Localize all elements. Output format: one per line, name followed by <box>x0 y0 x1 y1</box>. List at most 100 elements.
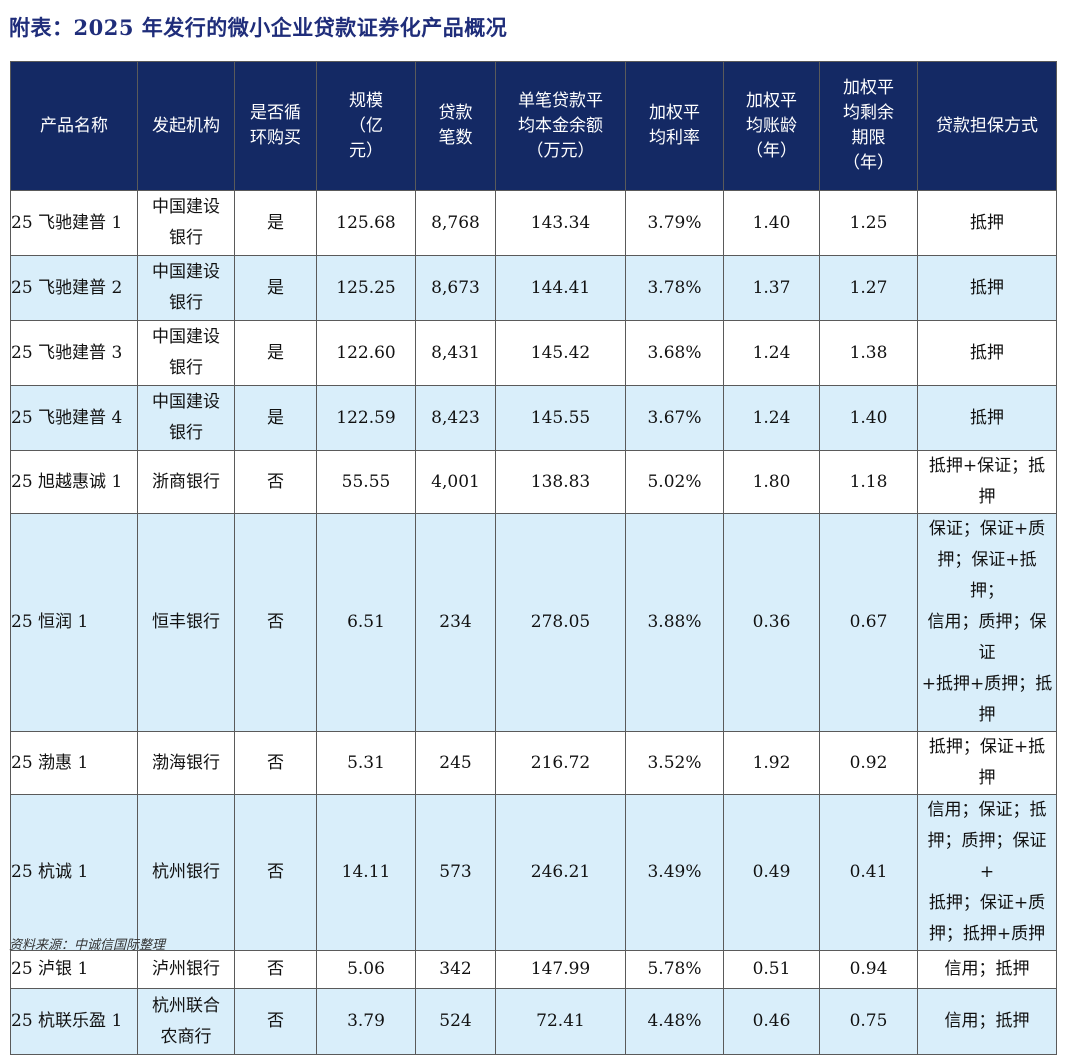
cell-loan-count: 8,423 <box>415 385 496 451</box>
cell-text: 3.79% <box>647 212 702 233</box>
cell-text: 杭州联合 农商行 <box>152 995 220 1047</box>
cell-text: 234 <box>439 612 472 632</box>
cell-avg-balance: 147.99 <box>495 950 626 989</box>
table-row: 25 飞驰建普 3 中国建设 银行 是 122.60 8,431 145.42 3.68% 1… <box>10 320 1057 386</box>
cell-wa-age: 1.37 <box>723 255 820 321</box>
cell-originator: 浙商银行 <box>137 450 235 514</box>
cell-wa-remaining: 1.40 <box>819 385 918 451</box>
cell-text: 8,431 <box>431 342 480 363</box>
cell-text: 3.79 <box>347 1011 385 1031</box>
cell-scale: 125.25 <box>316 255 416 321</box>
cell-text: 保证；保证+质 押；保证+抵押； 信用；质押；保证 +抵押+质押；抵 押 <box>921 519 1053 725</box>
cell-text: 是 <box>267 407 284 428</box>
cell-loan-count: 573 <box>415 794 496 951</box>
cell-avg-balance: 145.55 <box>495 385 626 451</box>
cell-guarantee: 抵押+保证；抵押 <box>917 450 1057 514</box>
cell-text: 25 杭诚 1 <box>11 862 89 882</box>
cell-text: 55.55 <box>341 471 391 492</box>
cell-product-name: 25 杭联乐盈 1 <box>10 988 138 1055</box>
cell-text: 25 旭越惠诚 1 <box>11 471 123 492</box>
cell-wa-rate: 3.49% <box>625 794 724 951</box>
cell-text: 0.67 <box>849 612 888 632</box>
source-note: 资料来源：中诚信国际整理 <box>9 938 166 953</box>
cell-text: 246.21 <box>530 862 591 882</box>
cell-originator: 中国建设 银行 <box>137 320 235 386</box>
cell-wa-age: 0.51 <box>723 950 820 989</box>
cell-product-name: 25 飞驰建普 4 <box>10 385 138 451</box>
table-row: 25 恒润 1 恒丰银行 否 6.51 234 278.05 3.88% 0.36 0.67 保证… <box>10 513 1057 732</box>
cell-scale: 122.59 <box>316 385 416 451</box>
table-row: 25 杭诚 1 杭州银行 否 14.11 573 246.21 3.49% 0.49 0.41 信… <box>10 794 1057 951</box>
cell-wa-remaining: 1.18 <box>819 450 918 514</box>
cell-product-name: 25 飞驰建普 3 <box>10 320 138 386</box>
product-table: 产品名称 发起机构 是否循 环购买 规模 （亿 元） 贷款 笔数 单笔贷款平 均… <box>10 61 1057 1055</box>
cell-revolving: 是 <box>234 385 317 451</box>
cell-revolving: 否 <box>234 450 317 514</box>
table-row: 25 飞驰建普 2 中国建设 银行 是 125.25 8,673 144.41 3.78% 1… <box>10 255 1057 321</box>
cell-text: 8,673 <box>431 277 480 298</box>
cell-text: 245 <box>439 752 472 773</box>
cell-guarantee: 信用；抵押 <box>917 950 1057 989</box>
cell-wa-remaining: 0.41 <box>819 794 918 951</box>
cell-loan-count: 8,431 <box>415 320 496 386</box>
cell-scale: 55.55 <box>316 450 416 514</box>
table-row: 25 杭联乐盈 1 杭州联合 农商行 否 3.79 524 72.41 4.48% 0.46 0… <box>10 988 1057 1055</box>
cell-guarantee: 信用；保证；抵 押；质押；保证+ 抵押；保证+质 押；抵押+质押 <box>917 794 1057 951</box>
cell-avg-balance: 138.83 <box>495 450 626 514</box>
cell-revolving: 是 <box>234 320 317 386</box>
cell-text: 抵押；保证+抵押 <box>928 737 1046 788</box>
cell-text: 125.25 <box>336 277 396 298</box>
cell-guarantee: 抵押 <box>917 320 1057 386</box>
cell-text: 1.40 <box>849 407 888 428</box>
cell-text: 573 <box>439 862 472 882</box>
header-wa-age: 加权平 均账龄 （年） <box>723 61 820 191</box>
cell-avg-balance: 143.34 <box>495 190 626 256</box>
cell-wa-remaining: 0.94 <box>819 950 918 989</box>
cell-avg-balance: 216.72 <box>495 731 626 795</box>
cell-text: 8,423 <box>431 407 480 428</box>
cell-text: 1.80 <box>752 471 791 492</box>
cell-text: 3.88% <box>647 612 702 632</box>
cell-avg-balance: 144.41 <box>495 255 626 321</box>
cell-text: 25 飞驰建普 3 <box>11 342 123 363</box>
header-revolving: 是否循 环购买 <box>234 61 317 191</box>
cell-originator: 恒丰银行 <box>137 513 235 732</box>
cell-avg-balance: 145.42 <box>495 320 626 386</box>
table-row: 25 飞驰建普 1 中国建设 银行 是 125.68 8,768 143.34 3.79% 1… <box>10 190 1057 256</box>
cell-loan-count: 4,001 <box>415 450 496 514</box>
cell-text: 渤海银行 <box>152 752 220 773</box>
cell-originator: 杭州银行 <box>137 794 235 951</box>
cell-text: 0.36 <box>752 612 791 632</box>
table-row: 25 渤惠 1 渤海银行 否 5.31 245 216.72 3.52% 1.92 0.92 抵押… <box>10 731 1057 795</box>
header-avg-balance: 单笔贷款平 均本金余额 （万元） <box>495 61 626 191</box>
cell-text: 1.18 <box>849 471 888 492</box>
cell-text: 4,001 <box>431 471 480 492</box>
cell-guarantee: 抵押 <box>917 190 1057 256</box>
cell-scale: 6.51 <box>316 513 416 732</box>
cell-text: 抵押 <box>970 407 1004 428</box>
cell-text: 抵押+保证；抵押 <box>928 456 1046 507</box>
page-title: 附表：2025 年发行的微小企业贷款证券化产品概况 <box>9 15 508 40</box>
cell-text: 145.42 <box>530 342 591 363</box>
cell-wa-age: 1.92 <box>723 731 820 795</box>
cell-wa-remaining: 1.25 <box>819 190 918 256</box>
header-loan-count: 贷款 笔数 <box>415 61 496 191</box>
header-scale: 规模 （亿 元） <box>316 61 416 191</box>
cell-guarantee: 抵押 <box>917 385 1057 451</box>
cell-text: 72.41 <box>536 1011 585 1031</box>
cell-product-name: 25 旭越惠诚 1 <box>10 450 138 514</box>
cell-wa-remaining: 0.67 <box>819 513 918 732</box>
cell-guarantee: 抵押；保证+抵押 <box>917 731 1057 795</box>
cell-text: 3.52% <box>647 752 702 773</box>
cell-product-name: 25 飞驰建普 2 <box>10 255 138 321</box>
cell-text: 否 <box>267 1011 284 1031</box>
cell-text: 25 恒润 1 <box>11 612 89 632</box>
cell-revolving: 是 <box>234 190 317 256</box>
cell-text: 否 <box>267 862 284 882</box>
cell-avg-balance: 72.41 <box>495 988 626 1055</box>
table-row: 25 旭越惠诚 1 浙商银行 否 55.55 4,001 138.83 5.02% 1.80 1… <box>10 450 1057 514</box>
cell-wa-rate: 4.48% <box>625 988 724 1055</box>
cell-guarantee: 抵押 <box>917 255 1057 321</box>
cell-text: 14.11 <box>341 862 391 882</box>
cell-originator: 渤海银行 <box>137 731 235 795</box>
